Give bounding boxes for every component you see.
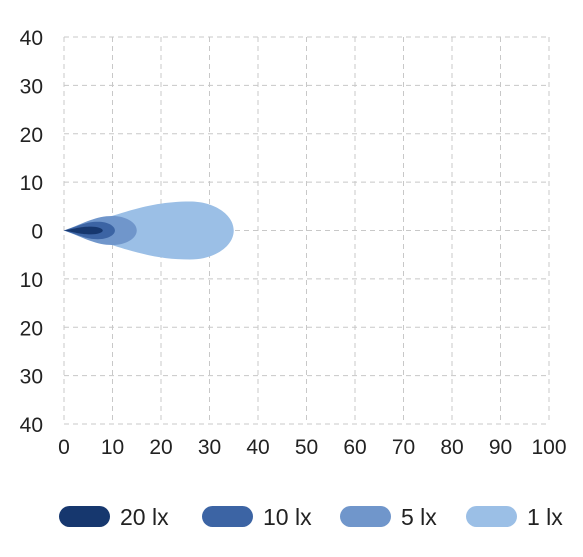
legend-label: 10 lx xyxy=(263,504,312,530)
isolux-areas xyxy=(64,201,234,260)
legend-item: 20 lx xyxy=(59,504,169,530)
x-tick-label: 60 xyxy=(343,436,366,459)
legend-swatch xyxy=(202,506,253,527)
x-tick-label: 20 xyxy=(149,436,172,459)
y-tick-label: 0 xyxy=(31,221,43,244)
legend-label: 1 lx xyxy=(527,504,563,530)
x-tick-label: 90 xyxy=(489,436,512,459)
isolux-area-1lx xyxy=(64,201,234,260)
legend: 20 lx 10 lx 5 lx 1 lx xyxy=(59,504,563,530)
x-tick-label: 10 xyxy=(101,436,124,459)
legend-label: 20 lx xyxy=(120,504,169,530)
x-tick-label: 0 xyxy=(58,436,70,459)
legend-item: 10 lx xyxy=(202,504,312,530)
y-tick-label: 20 xyxy=(20,317,43,340)
y-axis-ticks: 40 30 20 10 0 10 20 30 40 xyxy=(20,27,43,437)
y-tick-label: 40 xyxy=(20,414,43,437)
legend-swatch xyxy=(59,506,110,527)
y-tick-label: 20 xyxy=(20,124,43,147)
y-tick-label: 30 xyxy=(20,366,43,389)
legend-label: 5 lx xyxy=(401,504,437,530)
y-tick-label: 30 xyxy=(20,75,43,98)
x-tick-label: 50 xyxy=(295,436,318,459)
legend-item: 1 lx xyxy=(466,504,563,530)
x-tick-label: 70 xyxy=(392,436,415,459)
y-tick-label: 10 xyxy=(20,172,43,195)
y-tick-label: 10 xyxy=(20,269,43,292)
y-tick-label: 40 xyxy=(20,27,43,50)
legend-swatch xyxy=(340,506,391,527)
x-tick-label: 80 xyxy=(440,436,463,459)
x-tick-label: 30 xyxy=(198,436,221,459)
legend-swatch xyxy=(466,506,517,527)
legend-item: 5 lx xyxy=(340,504,437,530)
x-tick-label: 40 xyxy=(246,436,269,459)
isolux-area-20lx xyxy=(64,226,103,235)
x-axis-ticks: 0 10 20 30 40 50 60 70 80 90 100 xyxy=(58,436,566,459)
x-tick-label: 100 xyxy=(531,436,566,459)
